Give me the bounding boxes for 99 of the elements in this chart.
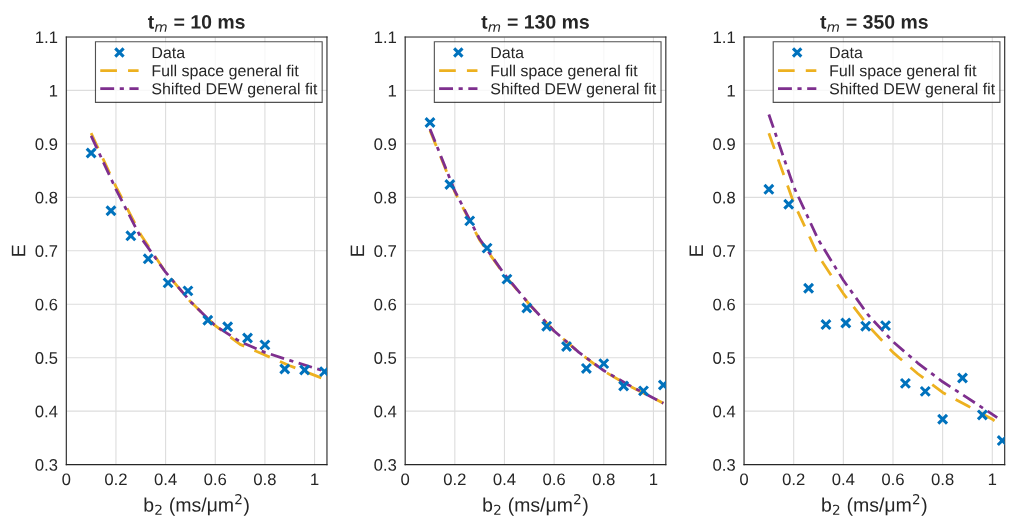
- legend-label: Data: [491, 47, 524, 59]
- point: [105, 204, 117, 217]
- y-tick-label: 1.1: [36, 31, 58, 43]
- point: [919, 385, 932, 398]
- point: [463, 214, 476, 227]
- point: [820, 318, 832, 331]
- x-tick-label: 0.4: [154, 473, 177, 486]
- x-tick-label: 0.6: [882, 473, 904, 486]
- point: [298, 364, 311, 376]
- point: [201, 314, 214, 327]
- y-tick-label: 0.9: [374, 138, 397, 151]
- point: [580, 362, 593, 375]
- y-tick-label: 0.8: [35, 191, 58, 204]
- point: [597, 357, 610, 370]
- y-tick-label: 0.4: [713, 405, 736, 418]
- x-tick-label: 0: [62, 473, 71, 486]
- y-tick-label: 0.7: [374, 245, 396, 257]
- y-tick-label: 0.4: [35, 405, 58, 418]
- point: [617, 380, 630, 392]
- point: [976, 409, 989, 421]
- y-tick-label: 1: [727, 84, 735, 97]
- point: [560, 340, 573, 353]
- y-tick-label: 0.3: [35, 459, 58, 471]
- point: [520, 302, 533, 314]
- point: [481, 242, 494, 255]
- y-tick-label: 0.6: [713, 298, 735, 311]
- point: [258, 338, 271, 351]
- point: [278, 363, 291, 375]
- x-axis-title: b$_{2}$ (ms/μm$^{2}$): [144, 494, 249, 516]
- y-tick-label: 0.9: [35, 138, 58, 151]
- x-tick-label: 0.8: [592, 473, 615, 486]
- x-tick-label: 1: [988, 473, 997, 486]
- y-tick-label: 0.5: [713, 352, 735, 364]
- point: [802, 282, 815, 295]
- x-tick-label: 0.2: [105, 473, 127, 486]
- x-tick-label: 0.2: [782, 473, 805, 486]
- point: [859, 320, 872, 333]
- legend-label: Full space general fit: [830, 64, 977, 80]
- y-tick-label: 0.3: [713, 459, 735, 471]
- point: [124, 229, 137, 242]
- x-tick-label: 0: [401, 473, 410, 486]
- point: [501, 273, 513, 286]
- y-tick-label: 0.8: [713, 191, 735, 204]
- point: [85, 147, 98, 159]
- x-tick-label: 0.4: [493, 473, 516, 486]
- point: [540, 320, 553, 333]
- y-tick-label: 0.5: [35, 352, 58, 364]
- y-tick-label: 1: [49, 84, 58, 97]
- point: [637, 384, 650, 397]
- legend-label: Data: [830, 47, 863, 59]
- y-tick-label: 0.7: [713, 245, 735, 257]
- x-tick-label: 0.6: [543, 473, 565, 486]
- point: [162, 276, 175, 289]
- legend-label: Shifted DEW general fit: [829, 82, 996, 98]
- point: [443, 178, 456, 191]
- point: [241, 332, 254, 344]
- y-tick-label: 0.3: [374, 459, 397, 471]
- legend-label: Shifted DEW general fit: [152, 82, 318, 98]
- x-tick-label: 1: [311, 473, 319, 486]
- x-tick-label: 0.4: [832, 473, 855, 486]
- y-tick-label: 0.5: [374, 352, 397, 364]
- y-tick-label: 0.6: [374, 298, 397, 311]
- y-tick-label: 0.9: [713, 138, 735, 151]
- legend-label: Shifted DEW general fit: [490, 82, 657, 98]
- legend-label: Full space general fit: [491, 64, 638, 80]
- y-tick-label: 0.6: [35, 298, 58, 311]
- x-tick-label: 1: [650, 473, 658, 486]
- point: [142, 252, 155, 265]
- legend-label: Data: [152, 47, 186, 59]
- point: [782, 198, 795, 211]
- x-axis-title: b$_{2}$ (ms/μm$^{2}$): [822, 494, 927, 516]
- point: [956, 372, 969, 384]
- y-tick-label: 1.1: [374, 31, 397, 43]
- point: [879, 319, 892, 332]
- point: [899, 377, 912, 390]
- x-tick-label: 0.8: [253, 473, 276, 486]
- point: [424, 116, 436, 129]
- point: [221, 320, 234, 333]
- x-axis-title: b$_{2}$ (ms/μm$^{2}$): [483, 494, 588, 516]
- point: [936, 413, 949, 426]
- x-tick-label: 0.2: [443, 473, 466, 486]
- x-tick-label: 0.6: [204, 473, 227, 486]
- point: [762, 183, 775, 196]
- chart-title: t$_{m}$ = 10 ms: [147, 15, 245, 32]
- legend-label: Full space general fit: [152, 64, 299, 80]
- y-tick-label: 0.7: [35, 245, 58, 257]
- point: [839, 317, 852, 329]
- y-axis-title: E: [350, 245, 365, 256]
- y-axis-title: E: [11, 245, 26, 256]
- point: [182, 284, 194, 297]
- y-axis-title: E: [689, 245, 703, 256]
- x-tick-label: 0.8: [931, 473, 954, 486]
- y-tick-label: 0.8: [374, 191, 397, 204]
- y-tick-label: 0.4: [374, 405, 397, 418]
- x-tick-label: 0: [740, 473, 749, 486]
- chart-title: t$_{m}$ = 350 ms: [820, 15, 928, 32]
- y-tick-label: 1: [388, 84, 397, 97]
- chart-title: t$_{m}$ = 130 ms: [481, 15, 589, 32]
- y-tick-label: 1.1: [713, 31, 735, 43]
